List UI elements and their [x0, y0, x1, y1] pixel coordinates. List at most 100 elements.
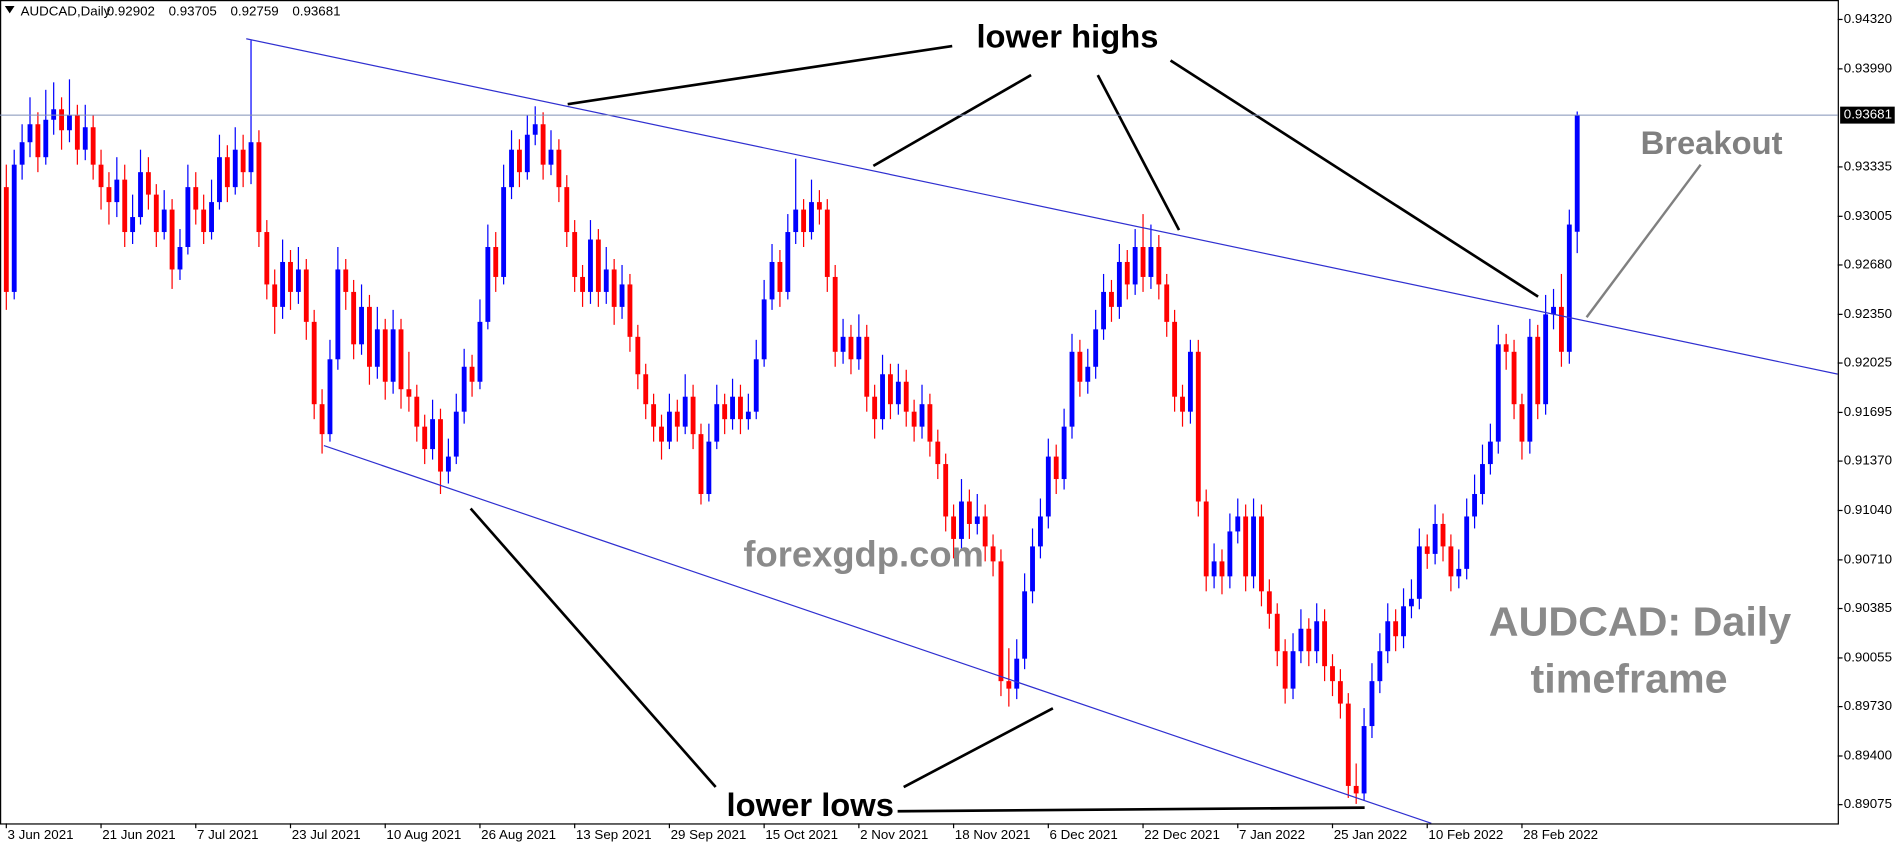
candle-body	[169, 209, 175, 270]
arrow-line	[1169, 59, 1539, 298]
arrow-line	[567, 44, 953, 106]
candle-body	[1006, 681, 1012, 689]
candle-body	[611, 269, 617, 307]
annotation-lines	[469, 44, 1539, 813]
candle-body	[106, 187, 112, 203]
candle-body	[1551, 306, 1556, 315]
candle-body	[1377, 651, 1383, 682]
candle-body	[1227, 531, 1233, 577]
candle-body	[406, 389, 412, 397]
candle-body	[335, 269, 341, 360]
candle-body	[990, 546, 996, 562]
y-tick-label: 0.91040	[1844, 502, 1892, 517]
candle-body	[1566, 224, 1572, 352]
candle-body	[1274, 613, 1280, 652]
y-tick-label: 0.89400	[1844, 748, 1892, 763]
candle-body	[1495, 344, 1501, 442]
candle-body	[864, 336, 870, 397]
candle-body	[998, 561, 1004, 682]
candle-body	[1424, 546, 1430, 554]
candle-body	[1345, 703, 1351, 786]
candle-body	[224, 157, 230, 188]
candle-body	[974, 516, 980, 524]
candle-body	[193, 187, 199, 210]
y-tick-label: 0.89075	[1844, 796, 1892, 811]
candle-body	[1480, 464, 1485, 495]
candle-body	[74, 115, 80, 150]
overlay	[246, 38, 1838, 824]
candle-body	[59, 109, 64, 131]
menu-triangle	[4, 6, 15, 14]
candle-body	[280, 261, 286, 307]
price-tag-label: 0.93681	[1844, 107, 1892, 122]
candle-body	[1172, 321, 1178, 397]
x-tick-label: 3 Jun 2021	[8, 827, 74, 842]
candle-body	[1061, 426, 1067, 480]
candle-body	[1093, 329, 1099, 367]
candle-body	[1187, 351, 1193, 412]
candle-body	[627, 284, 633, 337]
candle-body	[666, 411, 672, 442]
upper-trend-line	[246, 38, 1838, 375]
x-tick-label: 2 Nov 2021	[860, 827, 928, 842]
x-tick-label: 28 Feb 2022	[1523, 827, 1598, 842]
candle-body	[856, 336, 862, 360]
symbol-label: AUDCAD,Daily	[21, 4, 111, 19]
candle-body	[1124, 261, 1130, 285]
candle-body	[777, 261, 783, 292]
candle-body	[1456, 568, 1462, 577]
candle-body	[785, 232, 791, 292]
candle-body	[1266, 591, 1272, 614]
candle-body	[1306, 628, 1312, 652]
candle-body	[619, 284, 625, 307]
candle-body	[477, 321, 483, 382]
candle-body	[485, 247, 491, 322]
arrow-line	[872, 73, 1032, 168]
candle-body	[1448, 546, 1454, 577]
candle-body	[959, 501, 964, 539]
candle-body	[453, 411, 459, 457]
candle-body	[1416, 546, 1422, 599]
candle-body	[1401, 606, 1406, 637]
candle-body	[595, 239, 601, 292]
candle-body	[1440, 523, 1446, 547]
candle-body	[35, 124, 41, 158]
annotation: timeframe	[1531, 656, 1728, 702]
candle-body	[643, 374, 649, 405]
candle-body	[919, 404, 925, 427]
candle-body	[303, 269, 309, 322]
candle-body	[674, 411, 680, 427]
candle-body	[848, 336, 854, 360]
candle-body	[832, 276, 838, 352]
annotation: lower highs	[976, 17, 1158, 54]
candle-body	[27, 124, 33, 143]
y-tick-label: 0.94320	[1844, 11, 1892, 26]
candle-body	[1511, 351, 1517, 405]
candle-body	[398, 329, 404, 390]
candle-body	[982, 516, 988, 547]
candle-body	[1503, 344, 1509, 352]
annotation: lower lows	[727, 786, 894, 823]
candle-body	[682, 396, 688, 427]
candle-body	[1322, 621, 1328, 667]
candle-body	[1353, 785, 1359, 794]
candle-body	[769, 261, 775, 300]
candle-body	[840, 336, 846, 352]
candle-body	[217, 157, 222, 203]
candle-body	[122, 179, 128, 233]
y-tick-label: 0.90710	[1844, 551, 1892, 566]
y-tick-label: 0.92680	[1844, 256, 1892, 271]
candle-body	[114, 179, 120, 203]
candle-body	[351, 291, 357, 345]
x-tick-label: 15 Oct 2021	[765, 827, 838, 842]
candle-body	[516, 149, 522, 173]
candle-body	[1290, 651, 1296, 689]
candle-body	[532, 124, 538, 135]
y-tick-label: 0.93005	[1844, 208, 1892, 223]
candle-body	[548, 149, 554, 165]
candle-body	[67, 115, 72, 131]
candle-body	[880, 374, 885, 420]
y-tick-label: 0.93990	[1844, 60, 1892, 75]
candle-body	[540, 124, 546, 165]
candle-body	[1045, 456, 1051, 517]
